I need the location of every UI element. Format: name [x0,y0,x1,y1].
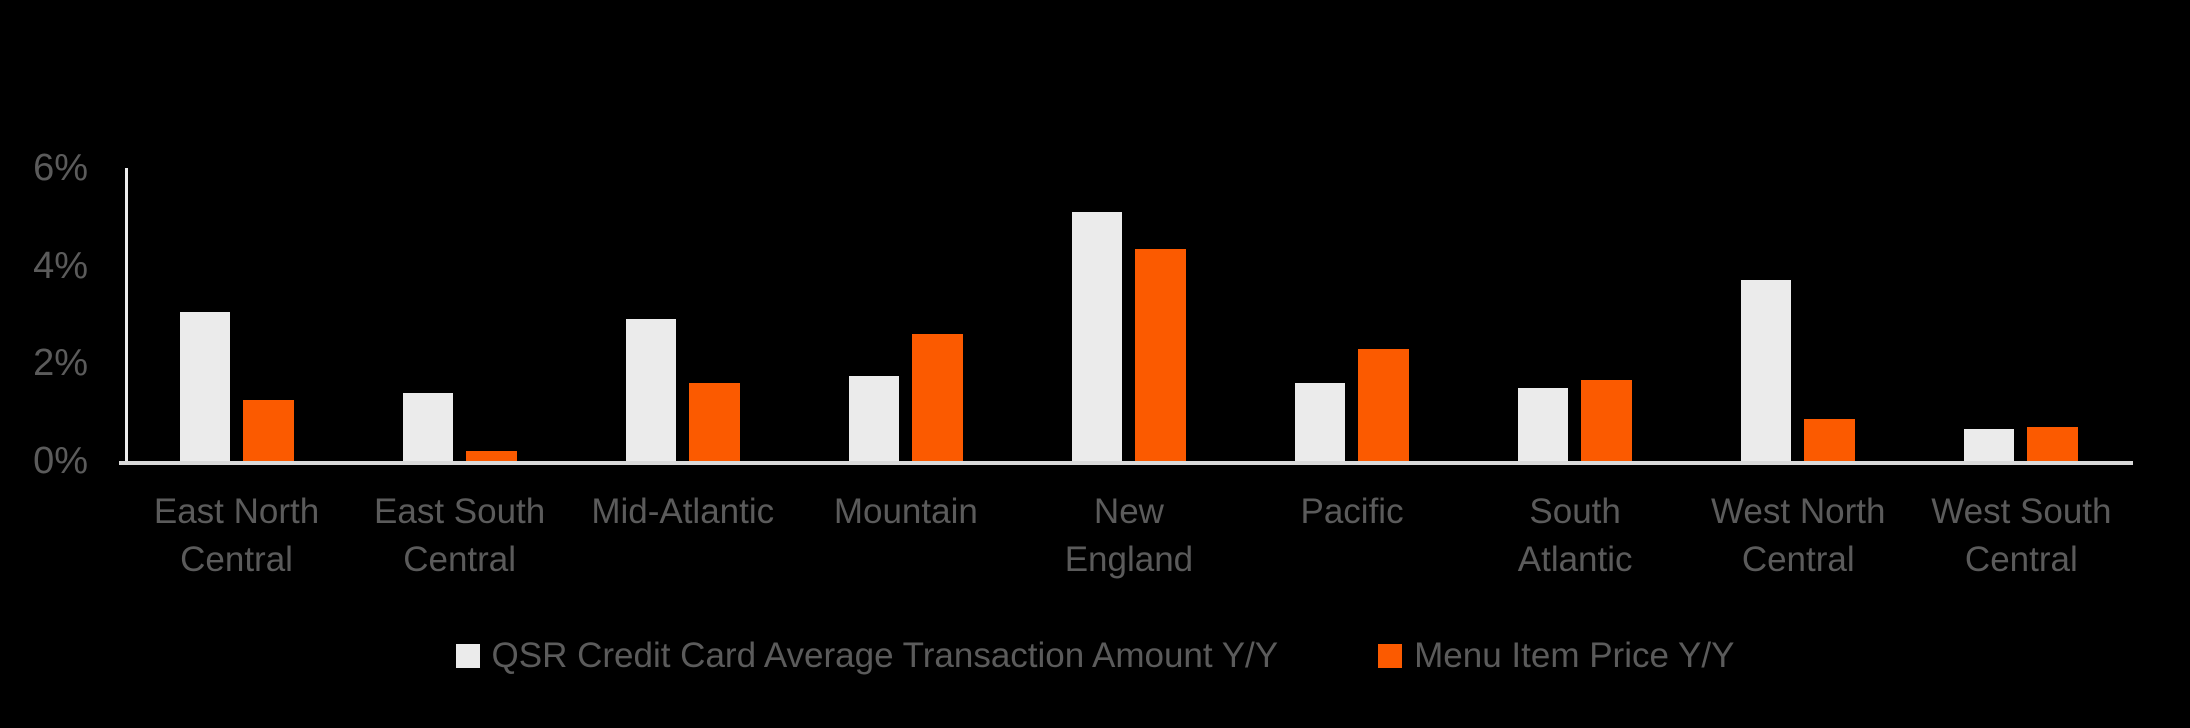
bar-qsr-transaction [1741,280,1792,461]
x-axis-category-label: Mountain [833,492,978,531]
x-axis-category-label: West South Central [1931,492,2112,579]
x-axis-category-label: East North Central [153,492,320,579]
bar-qsr-transaction [1071,212,1122,461]
x-axis-category-label: South Atlantic [1517,492,1633,579]
bar-qsr-transaction [848,376,899,461]
x-axis-category-label: Mid-Atlantic [591,492,775,531]
x-axis-category-label: New England [1064,492,1194,579]
bar-menu-price [242,400,294,461]
legend-label-qsr-transaction: QSR Credit Card Average Transaction Amou… [491,636,1279,675]
bar-menu-price [1134,249,1186,461]
x-axis-category-label: East South Central [374,492,546,579]
legend-marker-square-orange [1378,644,1403,668]
y-axis-line [125,168,128,465]
legend-item-qsr-transaction: QSR Credit Card Average Transaction Amou… [455,632,1279,680]
bar-qsr-transaction [1518,388,1569,461]
bar-menu-price [911,334,963,461]
bar-menu-price [465,451,517,461]
bar-qsr-transaction [1964,429,2015,461]
bar-menu-price [2027,427,2079,461]
legend-label-menu-price: Menu Item Price Y/Y [1414,636,1735,675]
bar-qsr-transaction [1295,383,1345,461]
bar-qsr-transaction [402,393,453,461]
y-axis-tick-label: 0% [33,440,88,482]
y-axis-tick-label: 4% [33,244,88,287]
x-axis-category-label: West North Central [1711,492,1886,579]
y-axis-tick-label: 2% [33,342,88,385]
x-axis-line [119,461,2133,465]
legend: QSR Credit Card Average Transaction Amou… [0,632,2190,680]
bar-qsr-transaction [625,319,676,461]
bar-menu-price [688,383,740,461]
x-axis-category-label: Pacific [1300,492,1404,531]
bar-menu-price [1804,419,1856,461]
legend-item-menu-price: Menu Item Price Y/Y [1378,632,1734,680]
legend-marker-square-gray [455,644,480,668]
bar-menu-price [1581,380,1633,461]
bar-qsr-transaction [179,312,230,461]
bar-menu-price [1358,349,1409,461]
y-axis-tick-label: 6% [33,146,88,189]
